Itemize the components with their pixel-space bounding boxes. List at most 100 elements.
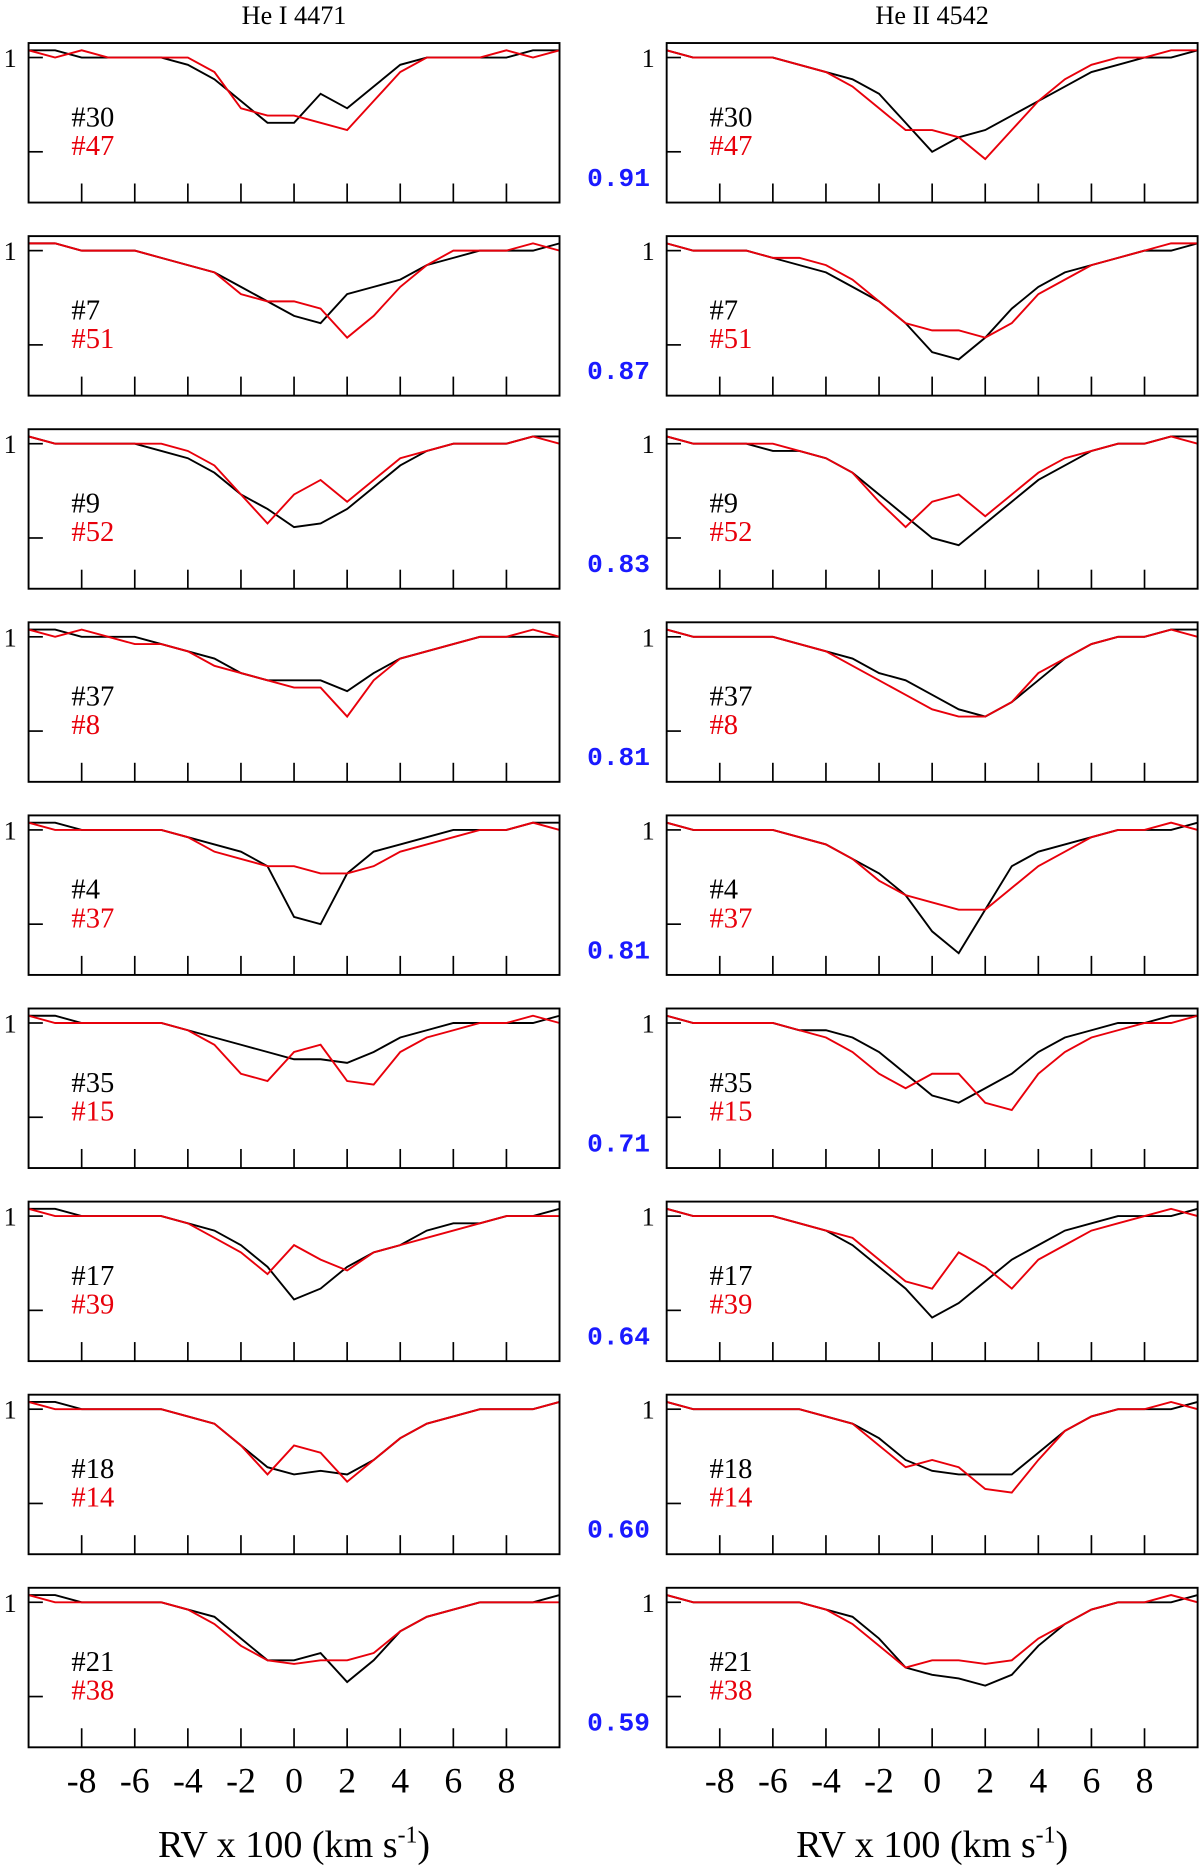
series-label: #39 bbox=[71, 1289, 114, 1320]
spectrum-line bbox=[28, 1401, 560, 1484]
spectrum-line bbox=[666, 1594, 1198, 1669]
y-tick-label: 1 bbox=[642, 1010, 655, 1039]
spectrum-line bbox=[666, 1014, 1198, 1112]
y-tick-label: 1 bbox=[642, 237, 655, 266]
series-label: #4 bbox=[71, 875, 100, 906]
spectrum-line bbox=[28, 821, 560, 875]
series-label: #18 bbox=[71, 1454, 114, 1485]
spectrum-line bbox=[28, 435, 560, 525]
x-tick-label: -2 bbox=[864, 1761, 894, 1801]
y-tick-label: 1 bbox=[4, 237, 17, 266]
panel-frame bbox=[27, 1200, 561, 1363]
x-tick-label: -8 bbox=[67, 1761, 97, 1801]
column-title: He I 4471 bbox=[242, 1, 347, 30]
x-tick-label: 6 bbox=[444, 1761, 462, 1801]
series-label: #7 bbox=[71, 295, 100, 326]
series-label: #37 bbox=[71, 682, 114, 713]
series-label: #7 bbox=[710, 295, 739, 326]
y-tick-label: 1 bbox=[642, 1203, 655, 1232]
spectrum-line bbox=[666, 1400, 1198, 1494]
series-label: #47 bbox=[71, 131, 114, 162]
x-axis-label-suffix: ) bbox=[417, 1824, 430, 1866]
correlation-value: 0.64 bbox=[587, 1322, 650, 1352]
panel-frame bbox=[665, 428, 1199, 590]
x-tick-label: 4 bbox=[1029, 1761, 1047, 1801]
spectrum-line bbox=[666, 435, 1198, 529]
series-label: #15 bbox=[710, 1096, 753, 1127]
correlation-value: 0.71 bbox=[587, 1129, 650, 1159]
x-tick-label: 6 bbox=[1082, 1761, 1100, 1801]
spectrum-line bbox=[666, 821, 1198, 911]
series-label: #8 bbox=[71, 710, 100, 741]
y-tick-label: 1 bbox=[4, 623, 17, 652]
series-label: #21 bbox=[71, 1647, 114, 1678]
spectrum-line bbox=[28, 628, 560, 719]
series-label: #38 bbox=[71, 1676, 114, 1707]
x-axis-label-suffix: ) bbox=[1055, 1824, 1068, 1866]
x-tick-label: 2 bbox=[338, 1761, 356, 1801]
y-tick-label: 1 bbox=[4, 44, 17, 73]
panel-frame bbox=[665, 814, 1199, 976]
x-tick-label: -6 bbox=[120, 1761, 150, 1801]
x-tick-label: 2 bbox=[976, 1761, 994, 1801]
x-axis-label: RV x 100 (km s-1) bbox=[158, 1823, 430, 1866]
column-title: He II 4542 bbox=[875, 1, 988, 30]
x-axis-label-text: RV x 100 (km s bbox=[158, 1824, 398, 1866]
series-label: #30 bbox=[710, 102, 753, 133]
correlation-value: 0.87 bbox=[587, 357, 650, 387]
series-label: #14 bbox=[71, 1483, 114, 1514]
y-tick-label: 1 bbox=[4, 1589, 17, 1618]
x-axis-label-superscript: -1 bbox=[1036, 1823, 1056, 1849]
y-tick-label: 1 bbox=[642, 816, 655, 845]
series-label: #18 bbox=[710, 1454, 753, 1485]
x-axis-label-text: RV x 100 (km s bbox=[796, 1824, 1036, 1866]
spectrum-line bbox=[666, 242, 1198, 339]
y-tick-label: 1 bbox=[642, 430, 655, 459]
y-tick-label: 1 bbox=[642, 623, 655, 652]
spectrum-line bbox=[666, 1207, 1198, 1290]
correlation-value: 0.83 bbox=[587, 550, 650, 580]
series-label: #37 bbox=[710, 682, 753, 713]
spectrum-line bbox=[28, 1594, 560, 1665]
series-label: #38 bbox=[710, 1676, 753, 1707]
series-label: #17 bbox=[71, 1261, 114, 1292]
spectrum-line bbox=[666, 49, 1198, 161]
spectrum-line bbox=[28, 242, 560, 339]
series-label: #9 bbox=[710, 489, 739, 520]
correlation-value: 0.81 bbox=[587, 743, 650, 773]
series-label: #9 bbox=[71, 489, 100, 520]
y-tick-label: 1 bbox=[642, 1589, 655, 1618]
series-label: #37 bbox=[71, 903, 114, 934]
x-tick-label: -8 bbox=[705, 1761, 735, 1801]
series-label: #4 bbox=[710, 875, 739, 906]
spectrum-line bbox=[28, 435, 560, 529]
x-tick-label: 0 bbox=[923, 1761, 941, 1801]
correlation-value: 0.81 bbox=[587, 936, 650, 966]
x-tick-label: 8 bbox=[497, 1761, 515, 1801]
series-label: #39 bbox=[710, 1289, 753, 1320]
x-tick-label: -2 bbox=[226, 1761, 256, 1801]
x-tick-label: -6 bbox=[758, 1761, 788, 1801]
spectrum-line bbox=[28, 1207, 560, 1276]
x-axis-label-superscript: -1 bbox=[398, 1823, 418, 1849]
series-label: #17 bbox=[710, 1261, 753, 1292]
y-tick-label: 1 bbox=[4, 430, 17, 459]
series-label: #30 bbox=[71, 102, 114, 133]
series-label: #37 bbox=[710, 903, 753, 934]
series-label: #21 bbox=[710, 1647, 753, 1678]
series-label: #35 bbox=[710, 1068, 753, 1099]
series-label: #51 bbox=[71, 324, 114, 355]
y-tick-label: 1 bbox=[642, 1396, 655, 1425]
y-tick-label: 1 bbox=[642, 44, 655, 73]
series-label: #15 bbox=[71, 1096, 114, 1127]
x-tick-label: 8 bbox=[1136, 1761, 1154, 1801]
series-label: #52 bbox=[710, 517, 753, 548]
x-tick-label: 4 bbox=[391, 1761, 409, 1801]
panel-frame bbox=[665, 235, 1199, 397]
panel-frame bbox=[27, 814, 561, 976]
correlation-value: 0.60 bbox=[587, 1516, 650, 1546]
x-axis-label: RV x 100 (km s-1) bbox=[796, 1823, 1068, 1866]
series-label: #35 bbox=[71, 1068, 114, 1099]
y-tick-label: 1 bbox=[4, 1203, 17, 1232]
x-tick-label: -4 bbox=[811, 1761, 841, 1801]
